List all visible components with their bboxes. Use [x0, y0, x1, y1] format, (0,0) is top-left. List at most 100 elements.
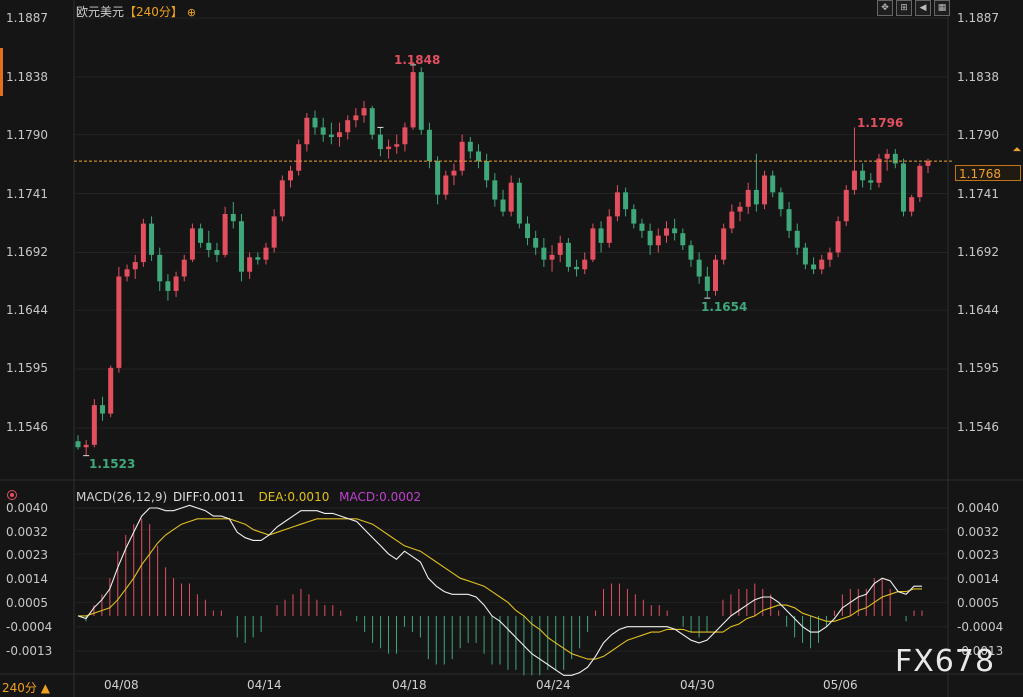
- macd-hist-value: MACD:0.0002: [339, 490, 422, 504]
- candle-body: [369, 108, 375, 135]
- candle-body: [418, 72, 424, 130]
- candle-body: [827, 252, 833, 260]
- candle-body: [157, 254, 163, 282]
- candle-body: [214, 250, 220, 255]
- candle-body: [353, 115, 359, 121]
- range-button[interactable]: ⊞: [896, 0, 912, 16]
- macd-series: [77, 504, 923, 676]
- candle-body: [426, 129, 432, 162]
- active-pane-marker: [0, 48, 3, 96]
- candle-body: [377, 134, 383, 150]
- left-price-tick: 1.1887: [6, 11, 48, 25]
- candle-body: [492, 180, 498, 200]
- date-tick: 04/24: [536, 678, 571, 692]
- candle-body: [475, 151, 481, 162]
- candle-body: [508, 182, 514, 212]
- period-switch-button[interactable]: 240分 ▲: [2, 679, 50, 696]
- candle-body: [729, 211, 735, 229]
- candle-body: [132, 262, 138, 270]
- candle-body: [467, 141, 473, 152]
- candle-body: [296, 144, 302, 171]
- candle-body: [688, 245, 694, 260]
- candle-body: [435, 161, 441, 195]
- candle-body: [680, 233, 686, 246]
- frame-icon: ▦: [937, 3, 947, 13]
- current-price-tag: 1.1768: [955, 165, 1021, 181]
- candle-body: [91, 405, 97, 445]
- price-up-icon: [1013, 147, 1021, 152]
- symbol-name: 欧元美元: [76, 5, 125, 19]
- candle-body: [925, 161, 931, 166]
- left-price-tick: 1.1790: [6, 128, 48, 142]
- candle-body: [704, 276, 710, 291]
- right-price-tick: 1.1595: [957, 361, 999, 375]
- candle-body: [598, 228, 604, 243]
- candle-body: [83, 444, 89, 448]
- candle-body: [639, 223, 645, 231]
- macd-left-tick: -0.0004: [6, 620, 53, 634]
- zoom-in-icon[interactable]: ⊕: [186, 6, 197, 19]
- candle-body: [533, 238, 539, 248]
- crosshair-button[interactable]: ✥: [877, 0, 893, 16]
- settings-button[interactable]: ▦: [934, 0, 950, 16]
- candle-body: [238, 221, 244, 272]
- left-price-tick: 1.1741: [6, 187, 48, 201]
- macd-right-tick: -0.0004: [957, 620, 1004, 634]
- candle-body: [402, 127, 408, 145]
- candle-body: [222, 213, 228, 255]
- candle-body: [590, 228, 596, 260]
- left-price-tick: 1.1546: [6, 420, 48, 434]
- period-label: 【240分】: [124, 5, 183, 19]
- macd-right-tick: 0.0005: [957, 596, 999, 610]
- candle-body: [230, 213, 236, 222]
- candle-body: [843, 189, 849, 222]
- candle-body: [876, 158, 882, 183]
- date-tick: 04/14: [247, 678, 282, 692]
- period-switch-label: 240分: [2, 681, 37, 695]
- macd-diff-value: DIFF:0.0011: [172, 490, 245, 504]
- candle-body: [345, 120, 351, 133]
- candle-body: [337, 132, 343, 138]
- macd-left-tick: 0.0040: [6, 501, 48, 515]
- indicator-settings-icon[interactable]: [7, 490, 17, 500]
- macd-left-tick: 0.0005: [6, 596, 48, 610]
- rewind-button[interactable]: ◀: [915, 0, 931, 16]
- candle-body: [108, 367, 114, 414]
- candle-body: [206, 242, 212, 251]
- macd-indicator-name: MACD(26,12,9): [76, 490, 168, 504]
- crosshair-icon: ✥: [881, 3, 889, 13]
- candle-body: [753, 189, 759, 205]
- candle-body: [549, 254, 555, 260]
- candle-body: [140, 223, 146, 263]
- right-price-tick: 1.1887: [957, 11, 999, 25]
- right-price-tick: 1.1644: [957, 303, 999, 317]
- macd-dea-value: DEA:0.0010: [258, 490, 330, 504]
- candle-body: [835, 221, 841, 253]
- date-tick: 04/18: [392, 678, 427, 692]
- macd-right-tick: 0.0040: [957, 501, 999, 515]
- left-price-tick: 1.1595: [6, 361, 48, 375]
- candle-body: [279, 180, 285, 217]
- candle-body: [663, 228, 669, 236]
- candle-body: [884, 153, 890, 159]
- candle-body: [165, 281, 171, 291]
- candle-body: [271, 216, 277, 248]
- candle-body: [116, 276, 122, 368]
- candle-body: [189, 228, 195, 260]
- candle-body: [320, 127, 326, 135]
- high-marker-label: 1.1796: [857, 116, 904, 130]
- macd-left-tick: -0.0013: [6, 644, 53, 658]
- candle-body: [721, 228, 727, 260]
- macd-right-tick: 0.0032: [957, 525, 999, 539]
- candle-body: [819, 259, 825, 270]
- candle-body: [606, 216, 612, 243]
- candle-body: [737, 206, 743, 212]
- candle-body: [762, 175, 768, 205]
- candle-body: [124, 269, 130, 277]
- candle-body: [328, 134, 334, 138]
- candle-body: [614, 192, 620, 217]
- candle-body: [255, 257, 261, 260]
- candle-body: [181, 259, 187, 277]
- candle-body: [802, 247, 808, 265]
